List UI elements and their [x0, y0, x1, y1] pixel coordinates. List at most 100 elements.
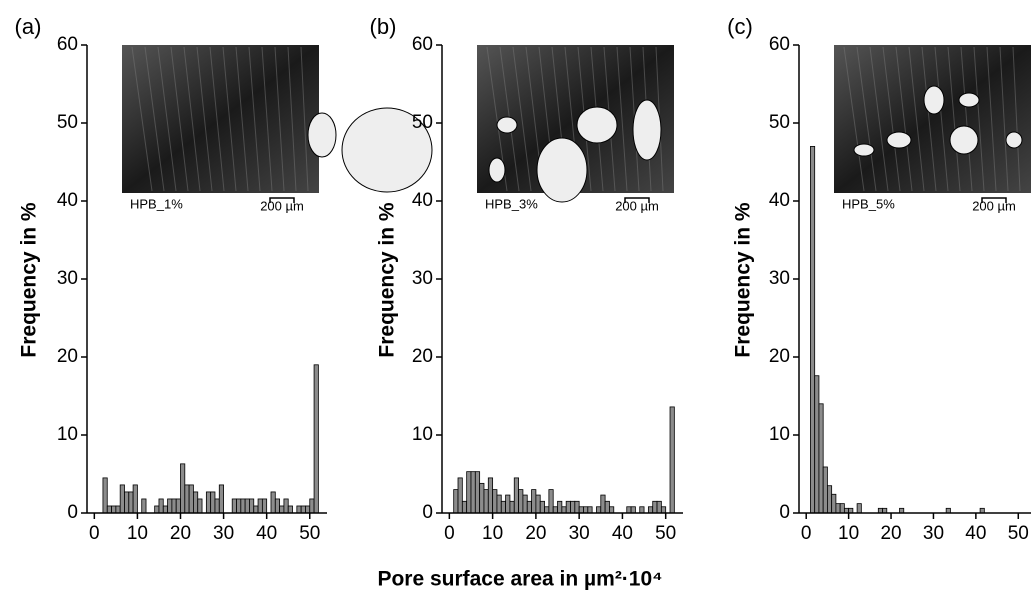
bar — [835, 503, 841, 514]
bar — [492, 489, 498, 514]
inset-streak — [248, 46, 261, 192]
inset-streak — [196, 46, 213, 192]
inset-pore — [958, 92, 980, 108]
bar — [128, 491, 134, 514]
bar — [600, 494, 606, 514]
inset-streak — [999, 46, 1009, 192]
inset-streak — [209, 46, 225, 192]
bar — [565, 500, 571, 514]
bar — [162, 505, 168, 514]
bar — [822, 466, 828, 514]
bar — [596, 506, 602, 514]
y-tick-label: 0 — [779, 502, 790, 523]
inset-streak — [170, 46, 189, 192]
bar — [309, 498, 315, 514]
bar — [270, 491, 276, 514]
inset — [477, 45, 674, 203]
inset-streak — [934, 46, 949, 192]
x-tick-label: 40 — [612, 523, 633, 544]
x-tick-label: 0 — [801, 523, 812, 544]
inset-label: HPB_3% — [485, 196, 538, 211]
inset-streak — [183, 46, 201, 192]
y-tick-label: 60 — [769, 34, 790, 55]
bar — [257, 498, 263, 514]
bar — [236, 498, 242, 514]
bar — [544, 506, 550, 514]
bar — [218, 484, 224, 514]
bar — [660, 506, 667, 514]
x-tick-label: 40 — [256, 523, 277, 544]
inset-pore — [536, 137, 588, 203]
bar — [496, 494, 502, 514]
bar — [626, 506, 632, 514]
inset-streak — [157, 46, 177, 192]
y-axis-label: Frequency in % — [18, 202, 41, 358]
bar — [171, 498, 177, 514]
inset-streak — [274, 46, 285, 192]
bar — [461, 500, 468, 514]
y-tick-label: 30 — [412, 268, 433, 289]
y-axis-label: Frequency in % — [732, 202, 755, 358]
panel-label: (b) — [370, 14, 397, 39]
bar — [669, 406, 675, 514]
inset-streak — [869, 46, 889, 192]
bar — [639, 506, 645, 514]
bar — [483, 489, 489, 514]
inset-streak — [222, 46, 237, 192]
bar — [231, 498, 237, 514]
inset-streak — [616, 46, 628, 192]
y-tick-label: 30 — [57, 268, 78, 289]
bar — [205, 491, 212, 514]
bar — [180, 463, 186, 514]
inset-pore — [853, 143, 875, 157]
bar — [253, 505, 259, 514]
bar — [479, 482, 485, 514]
y-tick-label: 10 — [769, 424, 790, 445]
bar — [522, 494, 528, 514]
bar — [197, 498, 203, 514]
x-tick-label: 10 — [838, 523, 859, 544]
inset-streak — [882, 46, 901, 192]
bar — [656, 500, 662, 514]
y-tick-label: 40 — [769, 190, 790, 211]
x-tick-label: 50 — [1008, 523, 1029, 544]
bar — [188, 484, 194, 514]
x-tick-label: 20 — [170, 523, 191, 544]
bar — [141, 498, 147, 514]
inset-streak — [287, 46, 297, 192]
x-tick-label: 30 — [923, 523, 944, 544]
bar — [574, 500, 580, 514]
bar — [839, 503, 845, 514]
inset-pore — [341, 107, 433, 193]
inset-streak — [144, 46, 165, 192]
bar — [814, 375, 820, 514]
y-tick-label: 60 — [57, 34, 78, 55]
bar — [313, 364, 319, 514]
bar — [184, 484, 190, 514]
bar — [287, 505, 293, 514]
bar — [474, 471, 481, 514]
inset-streak — [921, 46, 937, 192]
bar — [604, 500, 610, 514]
y-tick-label: 50 — [57, 112, 78, 133]
x-tick-label: 20 — [525, 523, 546, 544]
bar — [249, 498, 255, 514]
x-tick-label: 10 — [127, 523, 148, 544]
bar — [578, 506, 584, 514]
bar — [609, 506, 615, 514]
bar — [300, 505, 306, 514]
inset — [834, 45, 1031, 193]
bar — [244, 498, 250, 514]
y-tick-label: 20 — [57, 346, 78, 367]
bar — [296, 505, 302, 514]
bar — [167, 498, 173, 514]
inset-streak — [300, 46, 309, 192]
inset-streak — [512, 46, 532, 192]
y-tick-label: 20 — [412, 346, 433, 367]
x-tick-label: 40 — [965, 523, 986, 544]
bar — [583, 506, 589, 514]
inset-streak — [235, 46, 249, 192]
bar — [283, 498, 289, 514]
x-tick-label: 0 — [444, 523, 455, 544]
